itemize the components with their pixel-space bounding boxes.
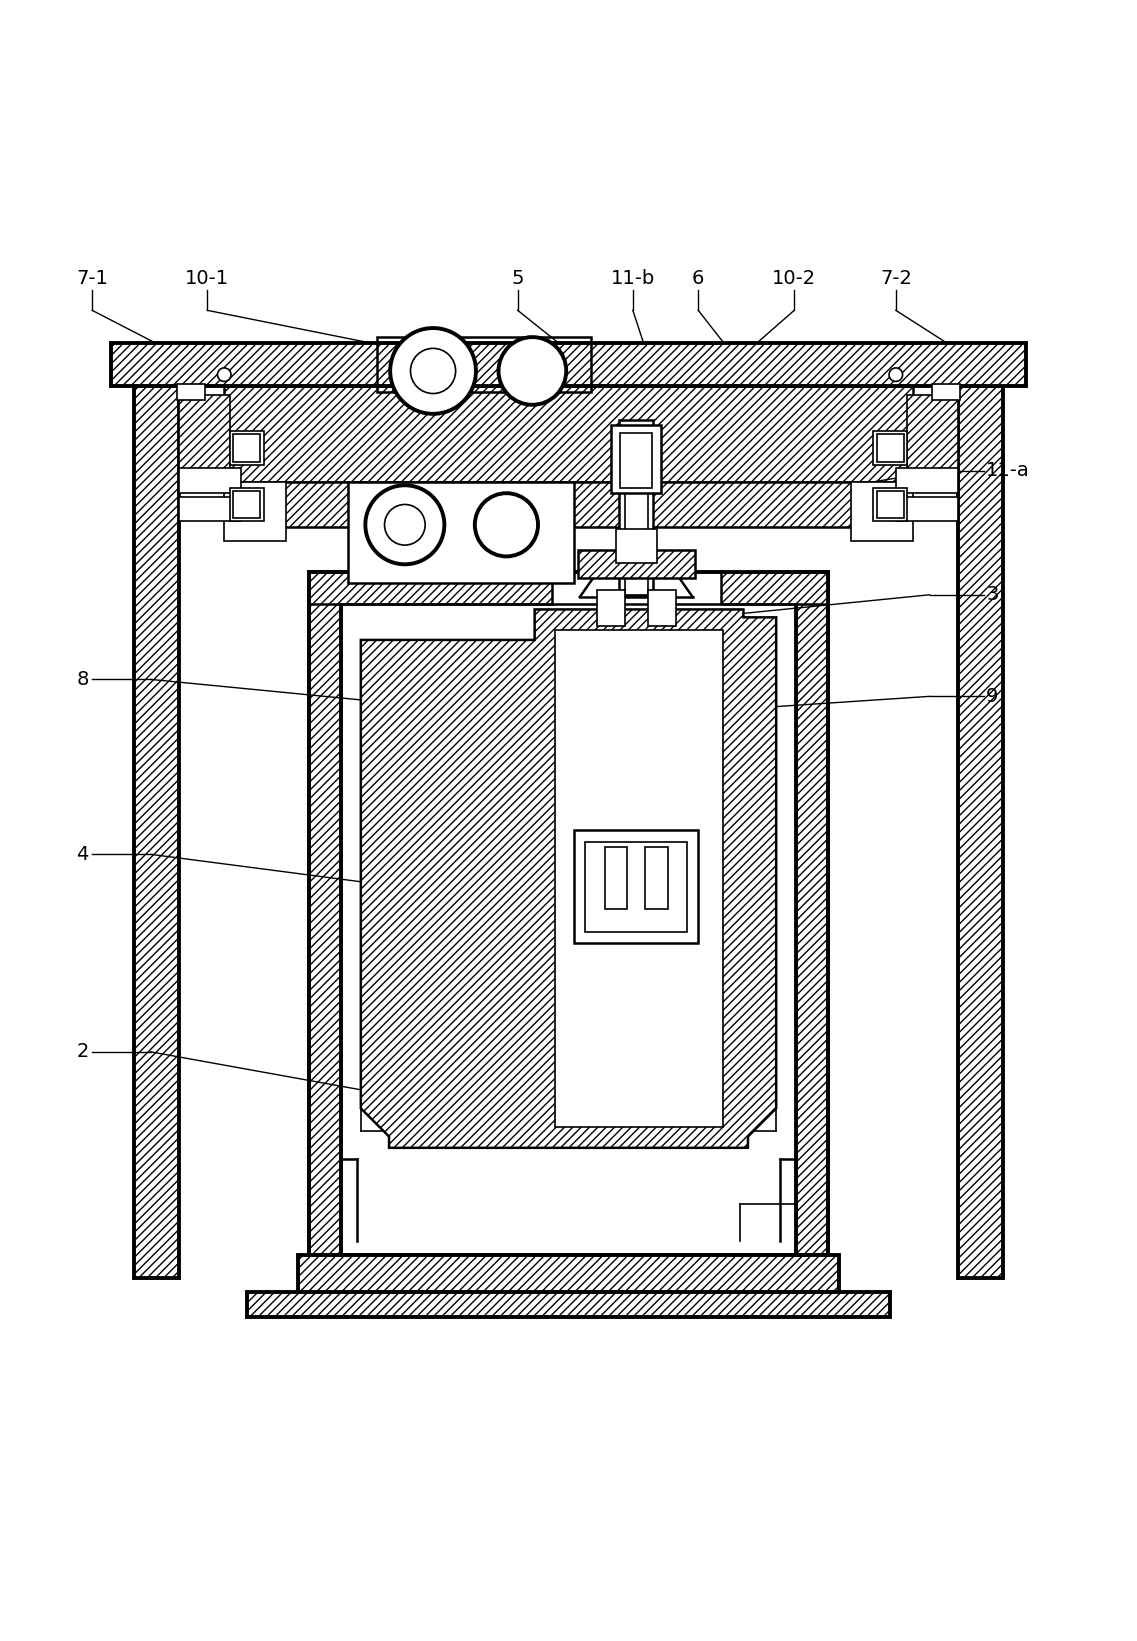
- Circle shape: [365, 486, 445, 565]
- Polygon shape: [850, 482, 913, 540]
- Bar: [877, 491, 904, 519]
- Bar: [646, 847, 667, 909]
- Bar: [621, 433, 652, 487]
- Bar: [896, 497, 957, 522]
- Bar: [180, 497, 241, 522]
- Bar: [620, 420, 653, 594]
- Text: 4: 4: [76, 845, 89, 863]
- Bar: [180, 468, 241, 494]
- Text: 6: 6: [692, 269, 705, 287]
- Text: 3: 3: [986, 586, 998, 604]
- Bar: [230, 432, 264, 464]
- Circle shape: [390, 328, 476, 414]
- Bar: [298, 1255, 839, 1295]
- Polygon shape: [264, 482, 873, 527]
- Bar: [896, 468, 957, 494]
- Text: 11-a: 11-a: [986, 461, 1030, 481]
- Bar: [597, 591, 625, 627]
- Bar: [873, 432, 907, 464]
- Bar: [574, 830, 698, 944]
- Bar: [230, 487, 264, 522]
- Polygon shape: [348, 482, 574, 584]
- Polygon shape: [309, 573, 551, 604]
- Text: 7-1: 7-1: [76, 269, 108, 287]
- Text: 10-2: 10-2: [772, 269, 816, 287]
- Bar: [605, 847, 628, 909]
- Circle shape: [384, 504, 425, 545]
- Circle shape: [889, 368, 903, 381]
- Polygon shape: [957, 386, 1003, 1278]
- Bar: [877, 435, 904, 461]
- Bar: [578, 550, 695, 578]
- Bar: [233, 491, 260, 519]
- Polygon shape: [180, 395, 230, 473]
- Bar: [647, 591, 675, 627]
- Polygon shape: [555, 630, 723, 1127]
- Circle shape: [410, 348, 456, 394]
- Polygon shape: [721, 573, 828, 604]
- Bar: [616, 530, 656, 563]
- Bar: [247, 1291, 890, 1318]
- Circle shape: [217, 368, 231, 381]
- Text: 7-2: 7-2: [880, 269, 912, 287]
- Polygon shape: [224, 482, 287, 540]
- Polygon shape: [224, 386, 913, 482]
- Text: 10-1: 10-1: [185, 269, 230, 287]
- Text: 9: 9: [986, 688, 998, 706]
- Bar: [625, 443, 647, 594]
- Bar: [233, 435, 260, 461]
- Text: 2: 2: [76, 1042, 89, 1062]
- Text: 8: 8: [76, 670, 89, 689]
- Bar: [932, 384, 960, 399]
- Polygon shape: [797, 573, 828, 1255]
- Bar: [177, 384, 205, 399]
- Bar: [873, 487, 907, 522]
- Text: 5: 5: [512, 269, 524, 287]
- Circle shape: [475, 494, 538, 556]
- Polygon shape: [907, 395, 957, 473]
- Polygon shape: [134, 386, 180, 1278]
- Text: 11-b: 11-b: [611, 269, 655, 287]
- Polygon shape: [309, 573, 340, 1255]
- Circle shape: [498, 336, 566, 405]
- Polygon shape: [360, 609, 777, 1147]
- Polygon shape: [111, 343, 1026, 386]
- Bar: [612, 425, 661, 494]
- Bar: [586, 842, 687, 932]
